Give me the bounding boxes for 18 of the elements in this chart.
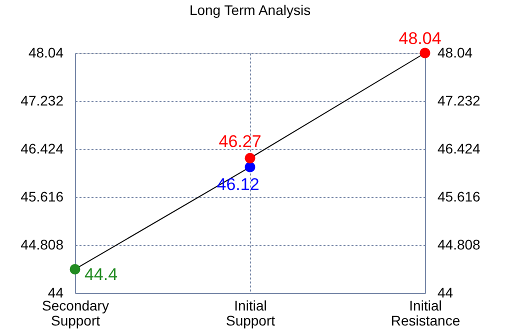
y-tick-label: 48.04 xyxy=(28,44,64,60)
x-tick-label: Secondary Support xyxy=(42,298,109,328)
x-tick-label: Initial Resistance xyxy=(390,298,460,328)
y2-tick-label: 44 xyxy=(438,284,454,300)
y-tick-label: 44.808 xyxy=(20,236,64,252)
data-label: 46.12 xyxy=(216,175,260,194)
chart-title: Long Term Analysis xyxy=(189,2,311,18)
y-tick-label: 47.232 xyxy=(20,92,64,108)
y-tick-label: 45.616 xyxy=(20,188,64,204)
y2-tick-label: 47.232 xyxy=(438,92,481,108)
y2-tick-label: 44.808 xyxy=(438,236,481,252)
y-tick-label: 44 xyxy=(48,284,64,300)
y2-tick-label: 46.424 xyxy=(438,140,481,156)
data-label: 44.4 xyxy=(84,265,118,284)
x-tick-label: Initial Support xyxy=(226,298,276,328)
data-label: 46.27 xyxy=(218,132,262,152)
y-tick-label: 46.424 xyxy=(20,140,64,156)
y2-tick-label: 45.616 xyxy=(438,188,481,204)
